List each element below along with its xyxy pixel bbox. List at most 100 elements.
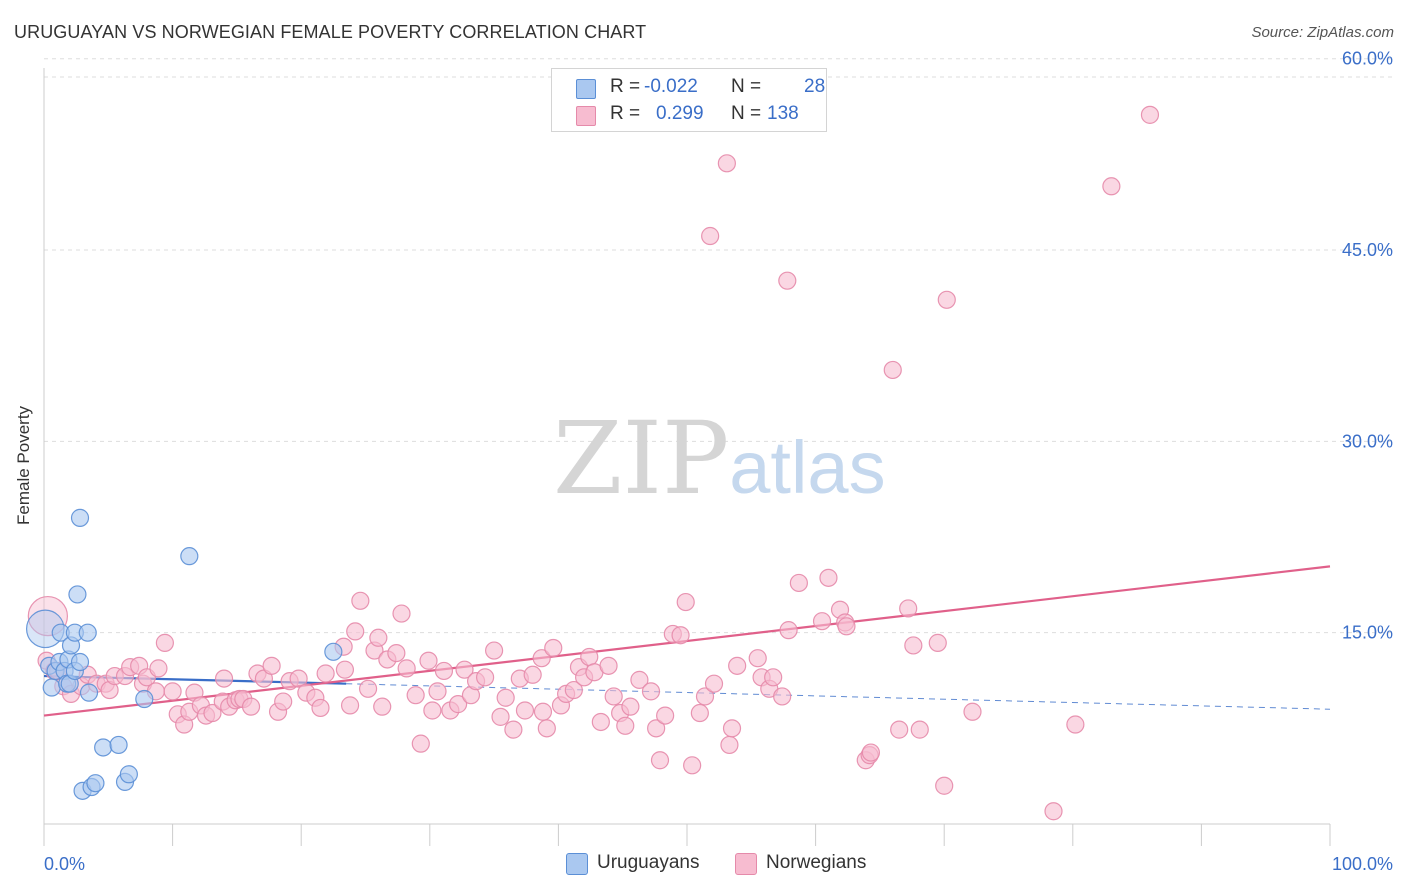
- y-axis-label: Female Poverty: [14, 405, 33, 525]
- norwegian-point: [704, 674, 724, 693]
- norwegian-legend-swatch: [735, 853, 757, 875]
- norwegian-point: [387, 643, 406, 663]
- watermark-zip: ZIP: [553, 400, 730, 517]
- norwegian-point: [630, 670, 649, 689]
- norwegian-point: [764, 668, 783, 687]
- norwegian-point: [819, 568, 838, 587]
- legend-n-value: 28: [804, 76, 826, 97]
- norwegian-point: [358, 679, 378, 698]
- uruguayan-point: [79, 683, 99, 702]
- norwegian-point: [203, 703, 222, 723]
- norwegian-point: [544, 638, 563, 658]
- norwegian-point: [728, 656, 747, 675]
- norwegian-point: [701, 226, 720, 246]
- uruguayan-legend-swatch: [566, 853, 588, 875]
- uruguayan-point: [78, 623, 97, 642]
- norwegian-point: [406, 686, 425, 705]
- uruguayan-point: [42, 678, 61, 697]
- norwegian-point: [812, 612, 832, 631]
- norwegian-point: [690, 703, 709, 723]
- norwegian-point: [591, 712, 610, 732]
- watermark: ZIPatlas: [553, 400, 886, 517]
- norwegian-point: [837, 617, 856, 636]
- watermark-atlas: atlas: [729, 426, 886, 509]
- uruguayan-point: [68, 585, 87, 604]
- uruguayan-point: [109, 735, 128, 755]
- norwegian-point: [683, 756, 702, 775]
- norwegian-point: [369, 628, 388, 647]
- y-tick-label: 60.0%: [1342, 49, 1393, 69]
- norwegian-point: [340, 696, 360, 715]
- norwegian-point: [773, 687, 792, 706]
- norwegian-point: [910, 720, 929, 739]
- legend-n-value: 138: [767, 103, 799, 124]
- tick-labels: 15.0% 30.0% 45.0% 60.0% 0.0% 100.0%: [44, 49, 1393, 874]
- norwegian-point: [335, 660, 355, 679]
- norwegian-point: [289, 669, 308, 688]
- norwegian-point: [599, 656, 618, 675]
- axes: [43, 68, 1331, 846]
- uruguayan-point: [94, 738, 113, 757]
- norwegian-point: [533, 702, 553, 721]
- norwegian-point: [346, 622, 365, 641]
- uruguayan-point: [324, 642, 343, 661]
- norwegian-point: [392, 604, 411, 623]
- norwegian-point: [428, 682, 447, 701]
- norwegian-point: [504, 720, 523, 739]
- norwegian-point: [604, 687, 623, 706]
- norwegian-point: [580, 647, 599, 667]
- norwegian-point: [722, 719, 742, 738]
- norwegian-point: [455, 660, 474, 679]
- correlation-legend: R = -0.022 N = 28 R = 0.299 N = 138: [551, 68, 827, 132]
- norwegian-point: [316, 664, 335, 683]
- uruguayan-swatch: [576, 79, 596, 99]
- uruguayan-point: [135, 689, 154, 709]
- chart-title: URUGUAYAN VS NORWEGIAN FEMALE POVERTY CO…: [14, 22, 647, 42]
- uruguayan-point: [180, 547, 199, 566]
- uruguayan-point: [86, 774, 105, 793]
- norwegian-point: [423, 701, 442, 720]
- norwegian-point: [656, 706, 675, 725]
- uruguayan-point: [70, 652, 90, 672]
- norwegian-point: [1102, 177, 1121, 196]
- data-points: [25, 105, 1160, 821]
- norwegian-point: [890, 720, 909, 739]
- uruguayan-point: [119, 765, 138, 784]
- norwegian-point: [963, 702, 982, 721]
- norwegian-point: [1066, 715, 1085, 734]
- norwegian-point: [496, 688, 515, 707]
- norwegian-swatch: [576, 106, 596, 126]
- norwegian-point: [650, 751, 670, 770]
- x-tick-label-min: 0.0%: [44, 854, 85, 874]
- x-tick-label-max: 100.0%: [1332, 854, 1393, 874]
- norwegian-point: [274, 692, 293, 711]
- norwegian-point: [491, 707, 510, 726]
- norwegian-point: [397, 659, 416, 678]
- norwegian-point: [523, 665, 542, 684]
- norwegian-point: [537, 719, 556, 738]
- y-tick-label: 30.0%: [1342, 431, 1393, 451]
- norwegian-point: [485, 641, 504, 660]
- uruguayan-legend-label: Uruguayans: [597, 852, 700, 873]
- norwegian-point: [532, 649, 551, 668]
- y-tick-label: 15.0%: [1342, 623, 1393, 643]
- norwegian-point: [616, 716, 635, 735]
- norwegian-point: [717, 154, 736, 173]
- grid-lines: [44, 58, 1392, 634]
- norwegian-point: [676, 592, 695, 612]
- source-credit: Source: ZipAtlas.com: [1251, 24, 1394, 41]
- norwegian-point: [155, 633, 174, 652]
- norwegian-point: [1140, 105, 1160, 124]
- norwegian-point: [899, 599, 918, 618]
- norwegian-point: [937, 290, 956, 309]
- norwegian-point: [641, 682, 661, 701]
- uruguayan-trend-extension: [346, 683, 1331, 710]
- norwegian-point: [671, 626, 690, 645]
- norwegian-point: [748, 649, 767, 668]
- norwegian-point: [419, 651, 438, 670]
- norwegian-point: [163, 682, 182, 701]
- norwegian-point: [695, 687, 715, 706]
- norwegian-point: [1044, 802, 1063, 821]
- norwegian-point: [904, 636, 923, 655]
